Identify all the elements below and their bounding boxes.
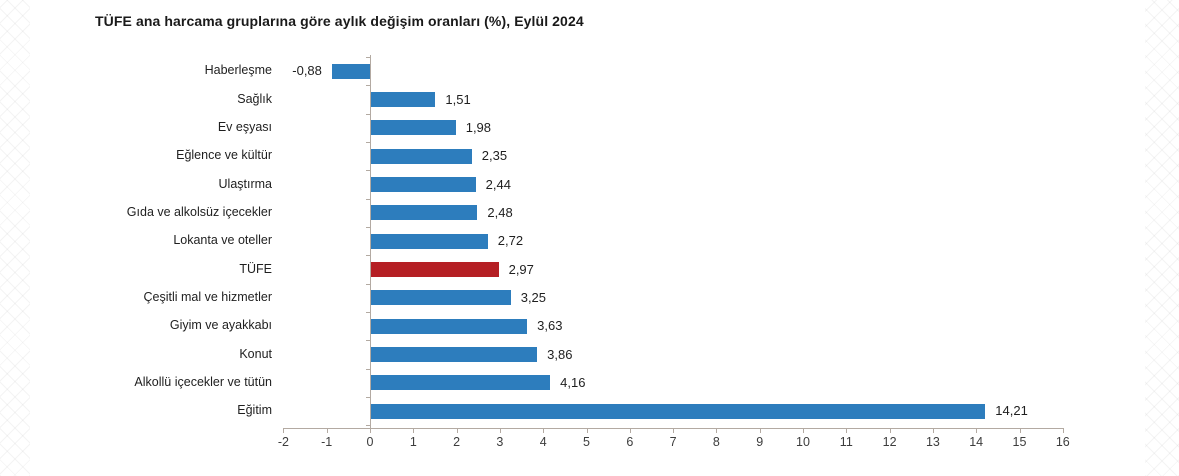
value-bar [370,233,488,249]
x-axis-tick-label: 12 [882,435,897,449]
category-label: TÜFE [239,261,272,276]
y-axis-tick [366,368,370,370]
y-axis-tick [366,312,370,314]
x-axis-tick-label: 4 [539,435,547,449]
x-axis-tick [456,428,458,433]
category-label: Alkollü içecekler ve tütün [134,374,272,389]
x-axis-tick-label: 13 [925,435,940,449]
right-watermark-pattern [1145,0,1179,476]
x-axis-tick-label: -1 [321,435,333,449]
value-bar [331,63,370,79]
value-bar [370,290,511,306]
category-label: Ev eşyası [217,119,272,134]
x-axis-tick [326,428,328,433]
category-label: Ulaştırma [218,176,272,191]
x-axis-tick [1019,428,1021,433]
y-axis-tick [366,397,370,399]
x-axis-tick [370,428,371,433]
value-bar [370,347,538,363]
x-axis-tick [976,428,978,433]
value-label: 2,48 [487,204,513,220]
x-axis-tick [846,428,848,433]
category-label: Çeşitli mal ve hizmetler [143,289,272,304]
x-axis-tick-label: 16 [1055,435,1070,449]
value-bar [370,177,476,193]
value-label: 3,63 [537,318,563,334]
x-axis-tick [629,428,631,433]
category-label: Eğlence ve kültür [176,148,272,163]
category-label: Konut [239,346,272,361]
value-bar [370,120,456,136]
value-label: 2,72 [497,233,524,249]
x-axis-tick-label: 2 [453,435,461,449]
value-label: 3,86 [547,346,573,362]
highlight-bar [370,262,499,278]
y-axis-tick [366,255,370,257]
value-label: 1,51 [445,91,471,107]
value-bar [370,205,478,221]
value-label: -0,88 [292,63,322,79]
value-bar [370,318,528,334]
y-axis-tick [366,227,370,229]
x-axis-tick [803,428,804,433]
x-axis-tick-label: 1 [409,435,417,449]
x-axis-tick [889,428,891,433]
x-axis-tick-label: 11 [839,435,853,449]
y-axis-tick [366,170,370,172]
x-axis-tick-label: 8 [712,435,720,449]
x-axis-tick [1062,428,1064,433]
x-axis-tick-label: 10 [796,435,810,449]
y-axis-tick [366,142,370,144]
value-label: 4,16 [560,374,586,390]
x-axis-tick [716,428,718,433]
category-label: Sağlık [237,91,272,106]
x-axis-tick-label: 7 [669,435,677,449]
x-axis-tick-label: 9 [756,435,764,449]
y-axis-tick [366,85,370,87]
x-axis-tick [283,428,285,433]
value-bar [370,92,436,108]
x-axis-line [283,428,1063,429]
x-axis-tick-label: -2 [277,435,289,449]
category-label: Gıda ve alkolsüz içecekler [126,204,272,219]
x-axis-tick [586,428,588,433]
y-axis-tick [366,425,370,427]
y-axis-tick [366,283,370,285]
x-axis-tick-label: 6 [626,435,634,449]
x-axis-tick-label: 15 [1012,435,1027,449]
value-bar [370,148,472,164]
y-axis-tick [366,198,370,200]
category-label: Giyim ve ayakkabı [169,318,272,333]
x-axis-tick-label: 14 [969,435,984,449]
value-label: 14,21 [995,403,1028,419]
value-label: 2,44 [485,176,511,192]
y-axis-tick [366,113,370,115]
value-bar [370,375,551,391]
value-label: 1,98 [465,119,492,135]
x-axis-tick-label: 5 [583,435,590,449]
y-axis-tick [366,340,370,342]
value-bar [370,403,986,419]
category-label: Haberleşme [204,63,272,78]
x-axis-tick [673,428,675,433]
x-axis-tick [543,428,545,433]
x-axis-tick-label: 0 [366,435,374,449]
x-axis-tick [759,428,761,433]
left-watermark-pattern [0,0,30,476]
value-label: 2,35 [481,148,508,164]
y-axis-tick [366,57,370,59]
value-label: 3,25 [520,289,547,305]
x-axis-tick [932,428,934,433]
chart-title: TÜFE ana harcama gruplarına göre aylık d… [95,13,584,29]
value-label: 2,97 [508,261,534,277]
y-axis-line [370,55,371,428]
category-label: Eğitim [237,403,272,418]
category-label: Lokanta ve oteller [173,233,272,248]
x-axis-tick-label: 3 [496,435,504,449]
x-axis-tick [499,428,501,433]
x-axis-tick [413,428,415,433]
